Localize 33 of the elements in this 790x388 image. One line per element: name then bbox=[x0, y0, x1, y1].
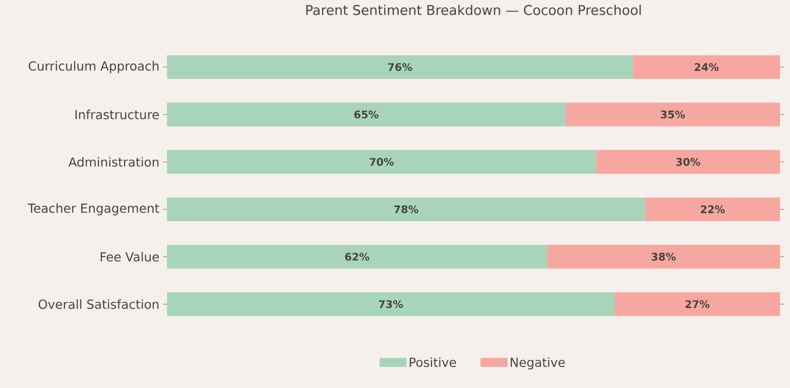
bar bbox=[547, 244, 780, 269]
bar bbox=[167, 102, 566, 126]
bar bbox=[167, 292, 614, 316]
bar bbox=[614, 292, 780, 316]
y-tick-label: Administration bbox=[68, 157, 158, 167]
chart-title: Parent Sentiment Breakdown — Cocoon Preschool bbox=[306, 4, 641, 16]
y-tick-label: Teacher Engagement bbox=[28, 203, 160, 216]
data-label: 76% bbox=[388, 63, 412, 71]
bar bbox=[632, 55, 780, 79]
bar bbox=[167, 55, 633, 79]
data-label: 73% bbox=[378, 300, 403, 308]
bar bbox=[565, 102, 780, 126]
bar bbox=[167, 244, 548, 269]
bar bbox=[596, 150, 780, 174]
bar bbox=[167, 150, 596, 174]
y-tick-label: Overall Satisfaction bbox=[38, 299, 158, 309]
y-tick-label: Fee Value bbox=[100, 252, 159, 262]
legend-label: Negative bbox=[510, 357, 565, 370]
data-label: 35% bbox=[660, 110, 685, 118]
data-label: 24% bbox=[694, 63, 719, 71]
data-label: 30% bbox=[676, 158, 700, 166]
data-label: 62% bbox=[345, 252, 370, 261]
data-label: 38% bbox=[652, 252, 676, 261]
y-tick-label: Curriculum Approach bbox=[28, 61, 158, 74]
data-label: 27% bbox=[686, 300, 710, 308]
y-tick-label: Infrastructure bbox=[75, 110, 159, 120]
data-label: 65% bbox=[354, 110, 378, 118]
legend-label: Positive bbox=[410, 357, 456, 368]
data-label: 22% bbox=[700, 205, 725, 214]
bar bbox=[167, 197, 646, 222]
data-label: 70% bbox=[370, 158, 394, 166]
data-label: 78% bbox=[394, 205, 418, 214]
bar bbox=[645, 197, 780, 222]
